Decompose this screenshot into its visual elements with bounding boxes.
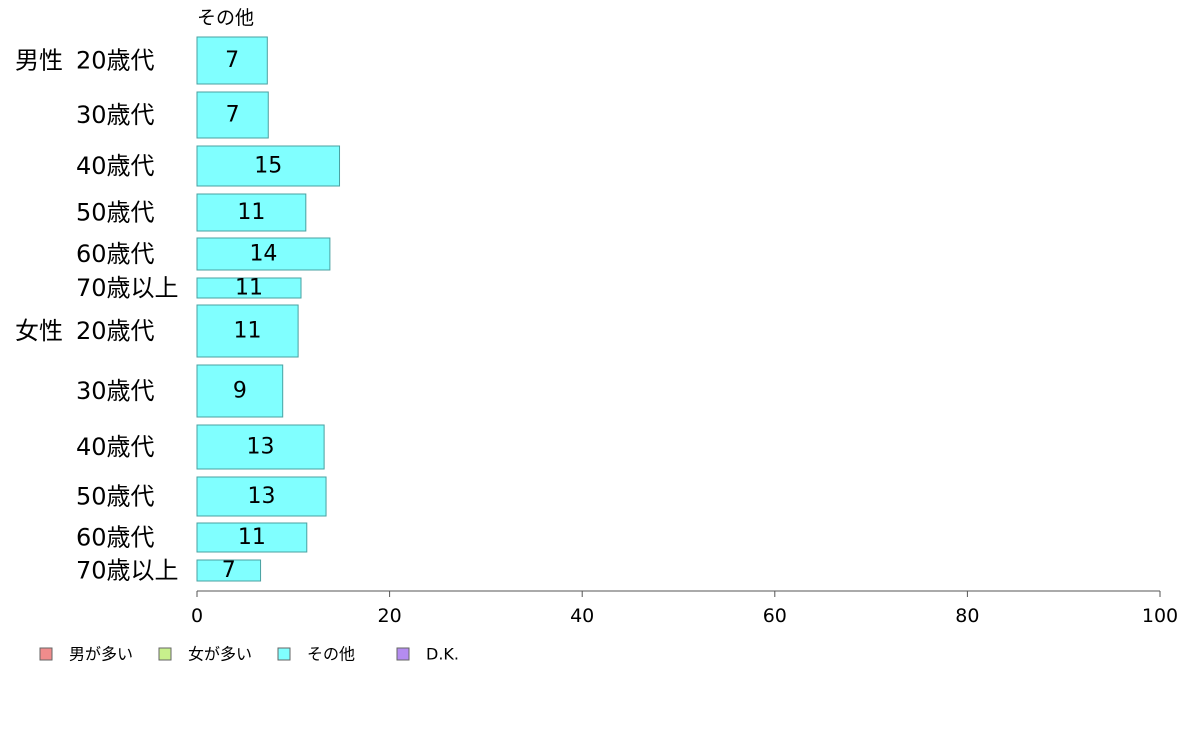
x-tick-label: 20: [378, 605, 402, 627]
category-label: 70歳以上: [76, 557, 179, 585]
category-label: 50歳代: [76, 483, 155, 511]
x-tick-label: 0: [191, 605, 203, 627]
legend-swatch: [277, 647, 291, 661]
bar-female-2: [196, 364, 284, 418]
bar-female-3: [196, 424, 325, 470]
legend-label: D.K.: [426, 645, 459, 664]
x-tick-label: 80: [955, 605, 979, 627]
category-label: 70歳以上: [76, 274, 179, 302]
bar-group: [196, 36, 341, 582]
category-label: 60歳代: [76, 524, 155, 552]
bar-male-1: [196, 36, 268, 85]
bar-value-label: 11: [237, 200, 265, 225]
bar-female-5: [196, 522, 308, 553]
category-label: 30歳代: [76, 377, 155, 405]
category-label: 40歳代: [76, 152, 155, 180]
bar-value-label: 7: [225, 48, 239, 73]
category-label: 40歳代: [76, 433, 155, 461]
bar-value-label: 11: [238, 525, 266, 550]
bar-female-4: [196, 476, 327, 517]
x-tick-label: 60: [763, 605, 787, 627]
group-label: 女性: [15, 317, 63, 345]
bar-value-label: 9: [233, 379, 247, 404]
bar-female-1: [196, 304, 299, 358]
category-label: 30歳代: [76, 101, 155, 129]
x-axis: 0 20 40 60 80 100: [191, 590, 1178, 627]
bar-value-label: 15: [254, 154, 282, 179]
legend-label: 女が多い: [188, 645, 252, 664]
legend-swatch: [39, 647, 53, 661]
bar-value-label: 14: [249, 242, 277, 267]
legend-swatch: [396, 647, 410, 661]
bar-male-4: [196, 193, 307, 232]
legend-label: 男が多い: [69, 645, 133, 664]
legend-label: その他: [307, 645, 355, 664]
bar-value-label: 11: [234, 319, 262, 344]
category-label: 20歳代: [76, 317, 155, 345]
category-label: 60歳代: [76, 240, 155, 268]
bar-male-6: [196, 277, 302, 299]
category-label: 50歳代: [76, 199, 155, 227]
bar-value-label: 13: [248, 484, 276, 509]
category-label: 20歳代: [76, 47, 155, 75]
chart-title: その他: [197, 7, 254, 29]
x-tick-label: 100: [1142, 605, 1178, 627]
bar-male-3: [196, 145, 341, 187]
bar-value-label: 7: [222, 558, 236, 583]
legend: 男が多い 女が多い その他 D.K.: [39, 645, 459, 664]
bar-value-label: 11: [235, 276, 263, 301]
bar-value-label: 13: [247, 435, 275, 460]
bar-male-5: [196, 237, 331, 271]
bar-male-2: [196, 91, 269, 139]
bar-value-label: 7: [226, 103, 240, 128]
bar-female-6: [196, 559, 262, 582]
x-tick-label: 40: [570, 605, 594, 627]
group-label: 男性: [15, 47, 63, 75]
category-label-group: 20歳代 30歳代 40歳代 50歳代 60歳代 70歳以上 20歳代 30歳代 40歳代 50歳…: [76, 47, 179, 585]
legend-swatch: [158, 647, 172, 661]
